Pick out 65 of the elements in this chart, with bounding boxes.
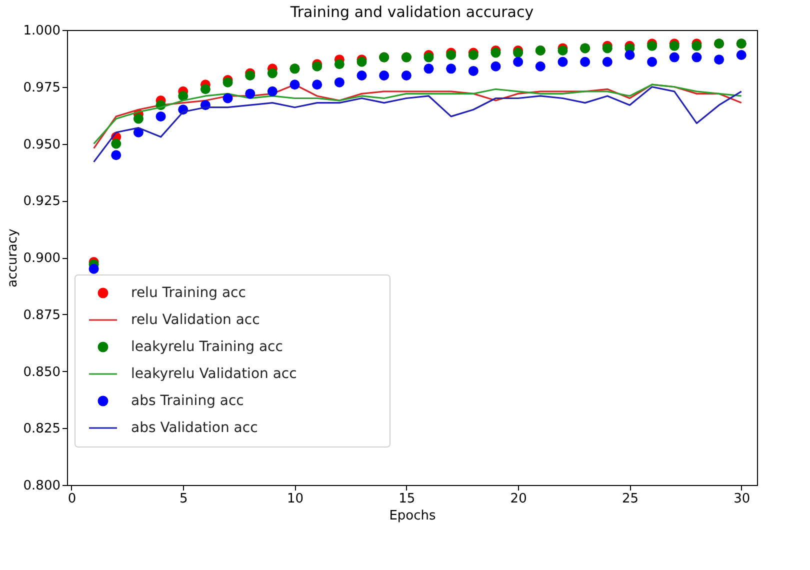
- point: [736, 50, 746, 60]
- y-tick-label: 0.875: [23, 308, 60, 323]
- point: [267, 86, 278, 96]
- point: [468, 66, 478, 76]
- point: [312, 80, 322, 90]
- point: [245, 70, 256, 80]
- point: [446, 64, 456, 74]
- y-tick-label: 0.900: [23, 251, 60, 266]
- x-tick-label: 30: [734, 492, 750, 506]
- y-tick-label: 1.000: [23, 24, 60, 38]
- legend-label: leakyrelu Validation acc: [131, 366, 297, 382]
- point: [178, 90, 188, 101]
- point: [692, 52, 702, 62]
- point: [446, 50, 456, 60]
- point: [88, 264, 99, 274]
- legend-label: abs Training acc: [131, 393, 244, 409]
- point: [490, 61, 501, 72]
- y-tick-label: 0.975: [23, 80, 60, 96]
- point: [513, 48, 524, 58]
- point: [602, 43, 612, 54]
- x-tick-label: 20: [510, 492, 527, 506]
- point: [245, 88, 256, 99]
- point: [334, 77, 344, 88]
- x-axis-title: Epochs: [389, 508, 436, 524]
- point: [490, 48, 501, 58]
- x-tick-label: 0: [68, 492, 76, 506]
- legend-label: leakyrelu Training acc: [131, 339, 283, 355]
- point: [222, 93, 233, 104]
- point: [290, 80, 300, 90]
- legend-label: relu Training acc: [131, 285, 246, 301]
- point: [580, 56, 590, 67]
- point: [424, 64, 434, 74]
- y-tick-label: 0.825: [23, 422, 60, 437]
- y-tick-label: 0.850: [23, 364, 60, 380]
- legend-label: relu Validation acc: [131, 312, 260, 328]
- x-tick-label: 5: [179, 492, 188, 506]
- point: [669, 52, 680, 62]
- legend-label: abs Validation acc: [131, 420, 258, 436]
- y-tick-label: 0.950: [23, 137, 60, 152]
- y-tick-label: 0.925: [23, 194, 60, 210]
- x-tick-label: 10: [286, 492, 304, 506]
- point: [133, 114, 144, 124]
- point: [356, 70, 367, 80]
- point: [267, 68, 278, 78]
- y-tick-label: 0.800: [23, 478, 60, 494]
- point: [624, 50, 635, 60]
- point: [647, 56, 658, 67]
- point: [156, 111, 166, 122]
- point: [558, 56, 568, 67]
- point: [401, 70, 412, 80]
- x-tick-label: 25: [622, 492, 638, 506]
- point: [535, 61, 546, 72]
- point: [111, 150, 122, 160]
- point: [468, 50, 478, 60]
- chart-title: Training and validation accuracy: [289, 3, 534, 21]
- point: [379, 70, 390, 80]
- point: [714, 54, 724, 65]
- line-series: [92, 86, 742, 163]
- point: [111, 138, 122, 149]
- point: [602, 56, 612, 67]
- point: [334, 59, 344, 70]
- point: [513, 56, 524, 67]
- point: [200, 84, 210, 94]
- x-tick-label: 15: [398, 492, 416, 506]
- y-axis-title: accuracy: [5, 228, 20, 288]
